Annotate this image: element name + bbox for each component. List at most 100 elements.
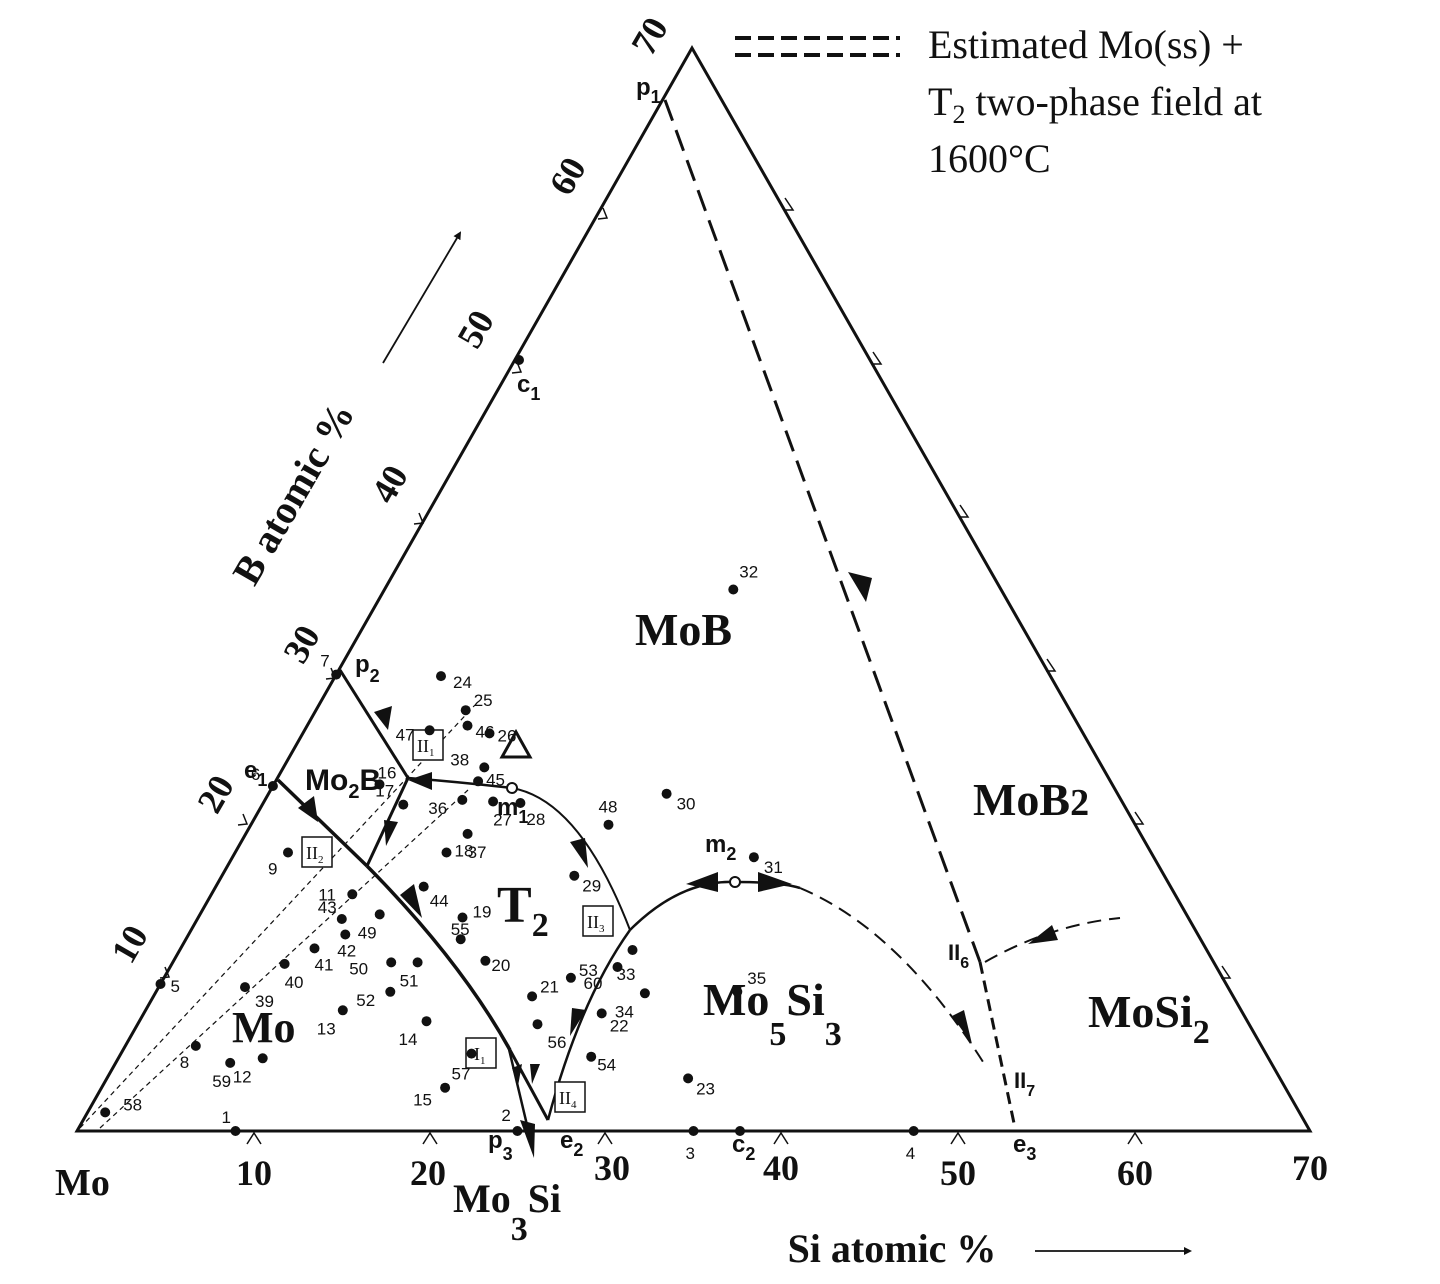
sample-label-47: 47: [396, 725, 415, 744]
arrow-m1-left: [408, 772, 432, 790]
label-I1: I1: [474, 1044, 486, 1067]
phase-mosi2: MoSi2: [1088, 986, 1210, 1051]
sample-dot-55: [455, 934, 466, 945]
sample-label-24: 24: [453, 673, 472, 692]
sample-dot-34: [639, 988, 650, 999]
sample-point-28: 28: [515, 798, 545, 829]
sample-point-30: 30: [661, 788, 696, 814]
si-tick-20: 20: [410, 1153, 446, 1193]
sample-dot-41: [309, 943, 320, 954]
sample-point-4: 4: [906, 1126, 919, 1163]
phase-mo5si3: Mo5Si3: [703, 974, 842, 1053]
sample-point-39: 39: [240, 982, 274, 1011]
sample-point-19: 19: [457, 903, 491, 923]
sample-dot-44: [418, 881, 429, 892]
sample-label-30: 30: [677, 795, 696, 814]
sample-point-7: 7: [320, 652, 342, 680]
sample-point-21: 21: [527, 977, 559, 1002]
triangle-marker: [499, 728, 533, 759]
sample-label-55: 55: [451, 920, 470, 939]
label-II7: II7: [1014, 1068, 1035, 1100]
sample-dot-25: [460, 705, 471, 716]
sample-label-9: 9: [268, 860, 277, 879]
sample-dot-9: [283, 847, 293, 858]
sample-label-52: 52: [356, 991, 375, 1010]
c2-dot: [735, 1126, 745, 1136]
sample-dot-14: [421, 1016, 432, 1027]
label-m1: m1: [497, 794, 528, 827]
sample-point-23: 23: [683, 1073, 715, 1098]
curve-e1-II2: [276, 778, 369, 868]
sample-point-31: 31: [748, 852, 783, 877]
sample-label-27: 27: [493, 811, 512, 830]
sample-point-16: 16: [374, 763, 396, 790]
sample-point-26: 26: [484, 726, 516, 745]
sample-label-48: 48: [599, 798, 618, 817]
sample-label-12: 12: [233, 1067, 252, 1086]
sample-label-44: 44: [430, 892, 449, 911]
sample-point-6: 6: [251, 765, 278, 791]
b-axis-arrow: [382, 231, 462, 364]
legend-line-2: T2 two-phase field at: [928, 79, 1262, 129]
sample-point-18: 18: [441, 842, 473, 861]
sample-point-2: 2: [501, 1106, 523, 1136]
sample-dot-38: [479, 762, 490, 773]
invariant-dots: [514, 355, 745, 1136]
sample-dot-16: [374, 779, 385, 790]
sample-label-4: 4: [906, 1144, 915, 1163]
arrow-II3: [570, 1008, 586, 1036]
phase-mo2b: Mo2B: [305, 764, 381, 803]
sample-dot-53: [565, 972, 576, 983]
sample-dot-56: [532, 1019, 543, 1030]
sample-point-53: 53: [565, 961, 598, 983]
sample-point-59: 59: [212, 1057, 236, 1091]
sample-dot-12: [257, 1053, 268, 1064]
phase-mob2: MoB2: [973, 774, 1089, 825]
si-tick-70: 70: [1292, 1148, 1328, 1188]
sample-point-51: 51: [400, 957, 423, 990]
sample-point-55: 55: [451, 920, 470, 945]
sample-dot-29: [569, 870, 580, 881]
sample-label-8: 8: [180, 1053, 189, 1072]
arrow-II1: [384, 820, 398, 846]
sample-label-32: 32: [739, 563, 758, 582]
arrow-I1: [512, 1064, 522, 1086]
sample-point-17: 17: [375, 782, 409, 810]
sample-label-53: 53: [579, 961, 598, 980]
sample-point-44: 44: [418, 881, 449, 911]
sample-point-22: 22: [596, 1008, 629, 1035]
sample-point-58: 58: [100, 1095, 142, 1118]
sample-label-41: 41: [315, 955, 334, 974]
b-tick-60: 60: [541, 150, 594, 201]
sample-label-39: 39: [255, 992, 274, 1011]
b-tick-10: 10: [103, 918, 156, 969]
sample-label-40: 40: [285, 973, 304, 992]
b-axis-ticks: [159, 207, 609, 979]
sample-label-34: 34: [615, 1002, 634, 1021]
sample-dot-39: [240, 982, 250, 993]
sample-label-17: 17: [375, 782, 394, 801]
label-m2: m2: [705, 831, 736, 864]
curve-p1-II6: [663, 99, 982, 963]
sample-label-45: 45: [486, 770, 505, 789]
curve-I1-e2: [508, 1049, 550, 1121]
sample-dot-60: [612, 962, 623, 972]
curve-m2-II7: [799, 887, 986, 1066]
sample-label-6: 6: [251, 765, 260, 784]
sample-dot-22: [596, 1008, 607, 1019]
sample-dot-35: [732, 986, 743, 997]
sample-point-54: 54: [586, 1051, 616, 1075]
sample-dot-47: [424, 725, 435, 736]
sample-point-1: 1: [222, 1108, 241, 1136]
sample-point-35: 35: [732, 969, 766, 997]
sample-point-52: 52: [356, 986, 396, 1010]
label-p3: p3: [488, 1127, 513, 1164]
sample-dot-37: [462, 828, 473, 839]
sample-dot-13: [337, 1005, 348, 1016]
sample-point-14: 14: [399, 1016, 432, 1049]
si-tick-40: 40: [763, 1148, 799, 1188]
sample-point-9: 9: [268, 847, 293, 879]
sample-dot-21: [527, 991, 538, 1002]
label-e3: e3: [1013, 1131, 1036, 1164]
si-axis-label: Si atomic %: [788, 1226, 997, 1271]
